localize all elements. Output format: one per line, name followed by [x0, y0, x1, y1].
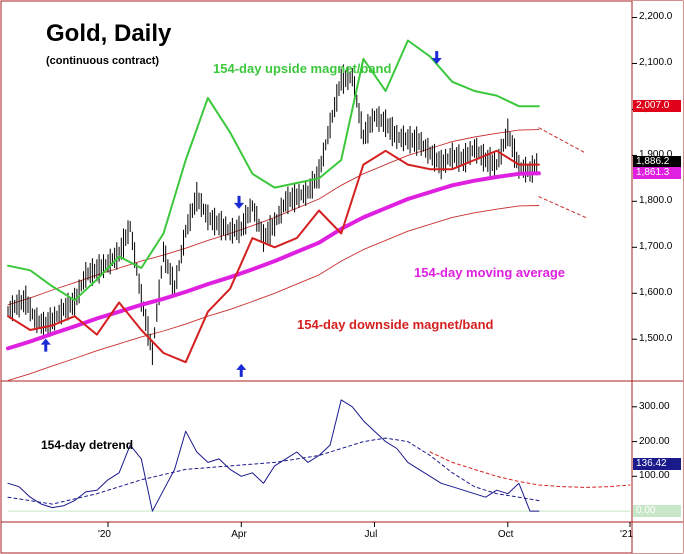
price-tick-label: 2,100.0	[639, 57, 673, 69]
up-arrow-head	[40, 338, 51, 345]
upside-band-label: 154-day upside magnet/band	[213, 61, 392, 76]
price-tick-label: 1,500.0	[639, 333, 673, 345]
cycle-curve	[7, 437, 540, 505]
time-tick-label: Oct	[497, 529, 514, 540]
price-tick-label: 1,800.0	[639, 195, 673, 207]
price-tick-label: 1,700.0	[639, 241, 673, 253]
up-arrow-head	[236, 363, 247, 370]
cycle-arrows	[40, 51, 442, 377]
upside-band-line	[7, 39, 540, 302]
chart-subtitle: (continuous contract)	[46, 55, 160, 67]
price-tick-label: 1,600.0	[639, 287, 673, 299]
moving-average-label: 154-day moving average	[414, 265, 566, 280]
price-tag: 2,007.0	[633, 100, 681, 113]
chart-title: Gold, Daily	[46, 20, 172, 47]
detrend-panel	[7, 399, 631, 512]
detrend-line	[7, 399, 540, 512]
price-tick-label: 1,900.0	[639, 149, 672, 160]
projection-curve	[429, 451, 631, 488]
axes	[107, 17, 637, 527]
downside-band-label: 154-day downside magnet/band	[297, 317, 494, 332]
detrend-tick-label: 100.00	[639, 470, 670, 482]
downside-band-line	[7, 149, 540, 364]
price-tick-label: 2,200.0	[639, 11, 673, 23]
time-tick-label: '20	[97, 529, 111, 540]
detrend-tag: 0.00	[633, 505, 681, 518]
lower-channel-line	[7, 205, 540, 382]
price-tag: 1,886.2	[633, 155, 681, 168]
detrend-title: 154-day detrend	[41, 438, 134, 452]
down-arrow-head	[234, 202, 245, 209]
detrend-tag: 136.42	[633, 457, 681, 470]
time-tick-label: Apr	[231, 529, 247, 540]
price-tag: 1,861.3	[633, 167, 681, 180]
forecast-upper-line	[538, 127, 587, 154]
moving-average-line	[6, 171, 541, 351]
detrend-tick-label: 200.00	[639, 435, 670, 447]
down-arrow-head	[431, 58, 442, 65]
detrend-tick-label: 300.00	[639, 400, 670, 412]
price-panel	[6, 39, 587, 382]
time-tick-label: '21	[620, 529, 634, 540]
forecast-lower-line	[538, 196, 587, 218]
time-tick-label: Jul	[364, 529, 378, 540]
